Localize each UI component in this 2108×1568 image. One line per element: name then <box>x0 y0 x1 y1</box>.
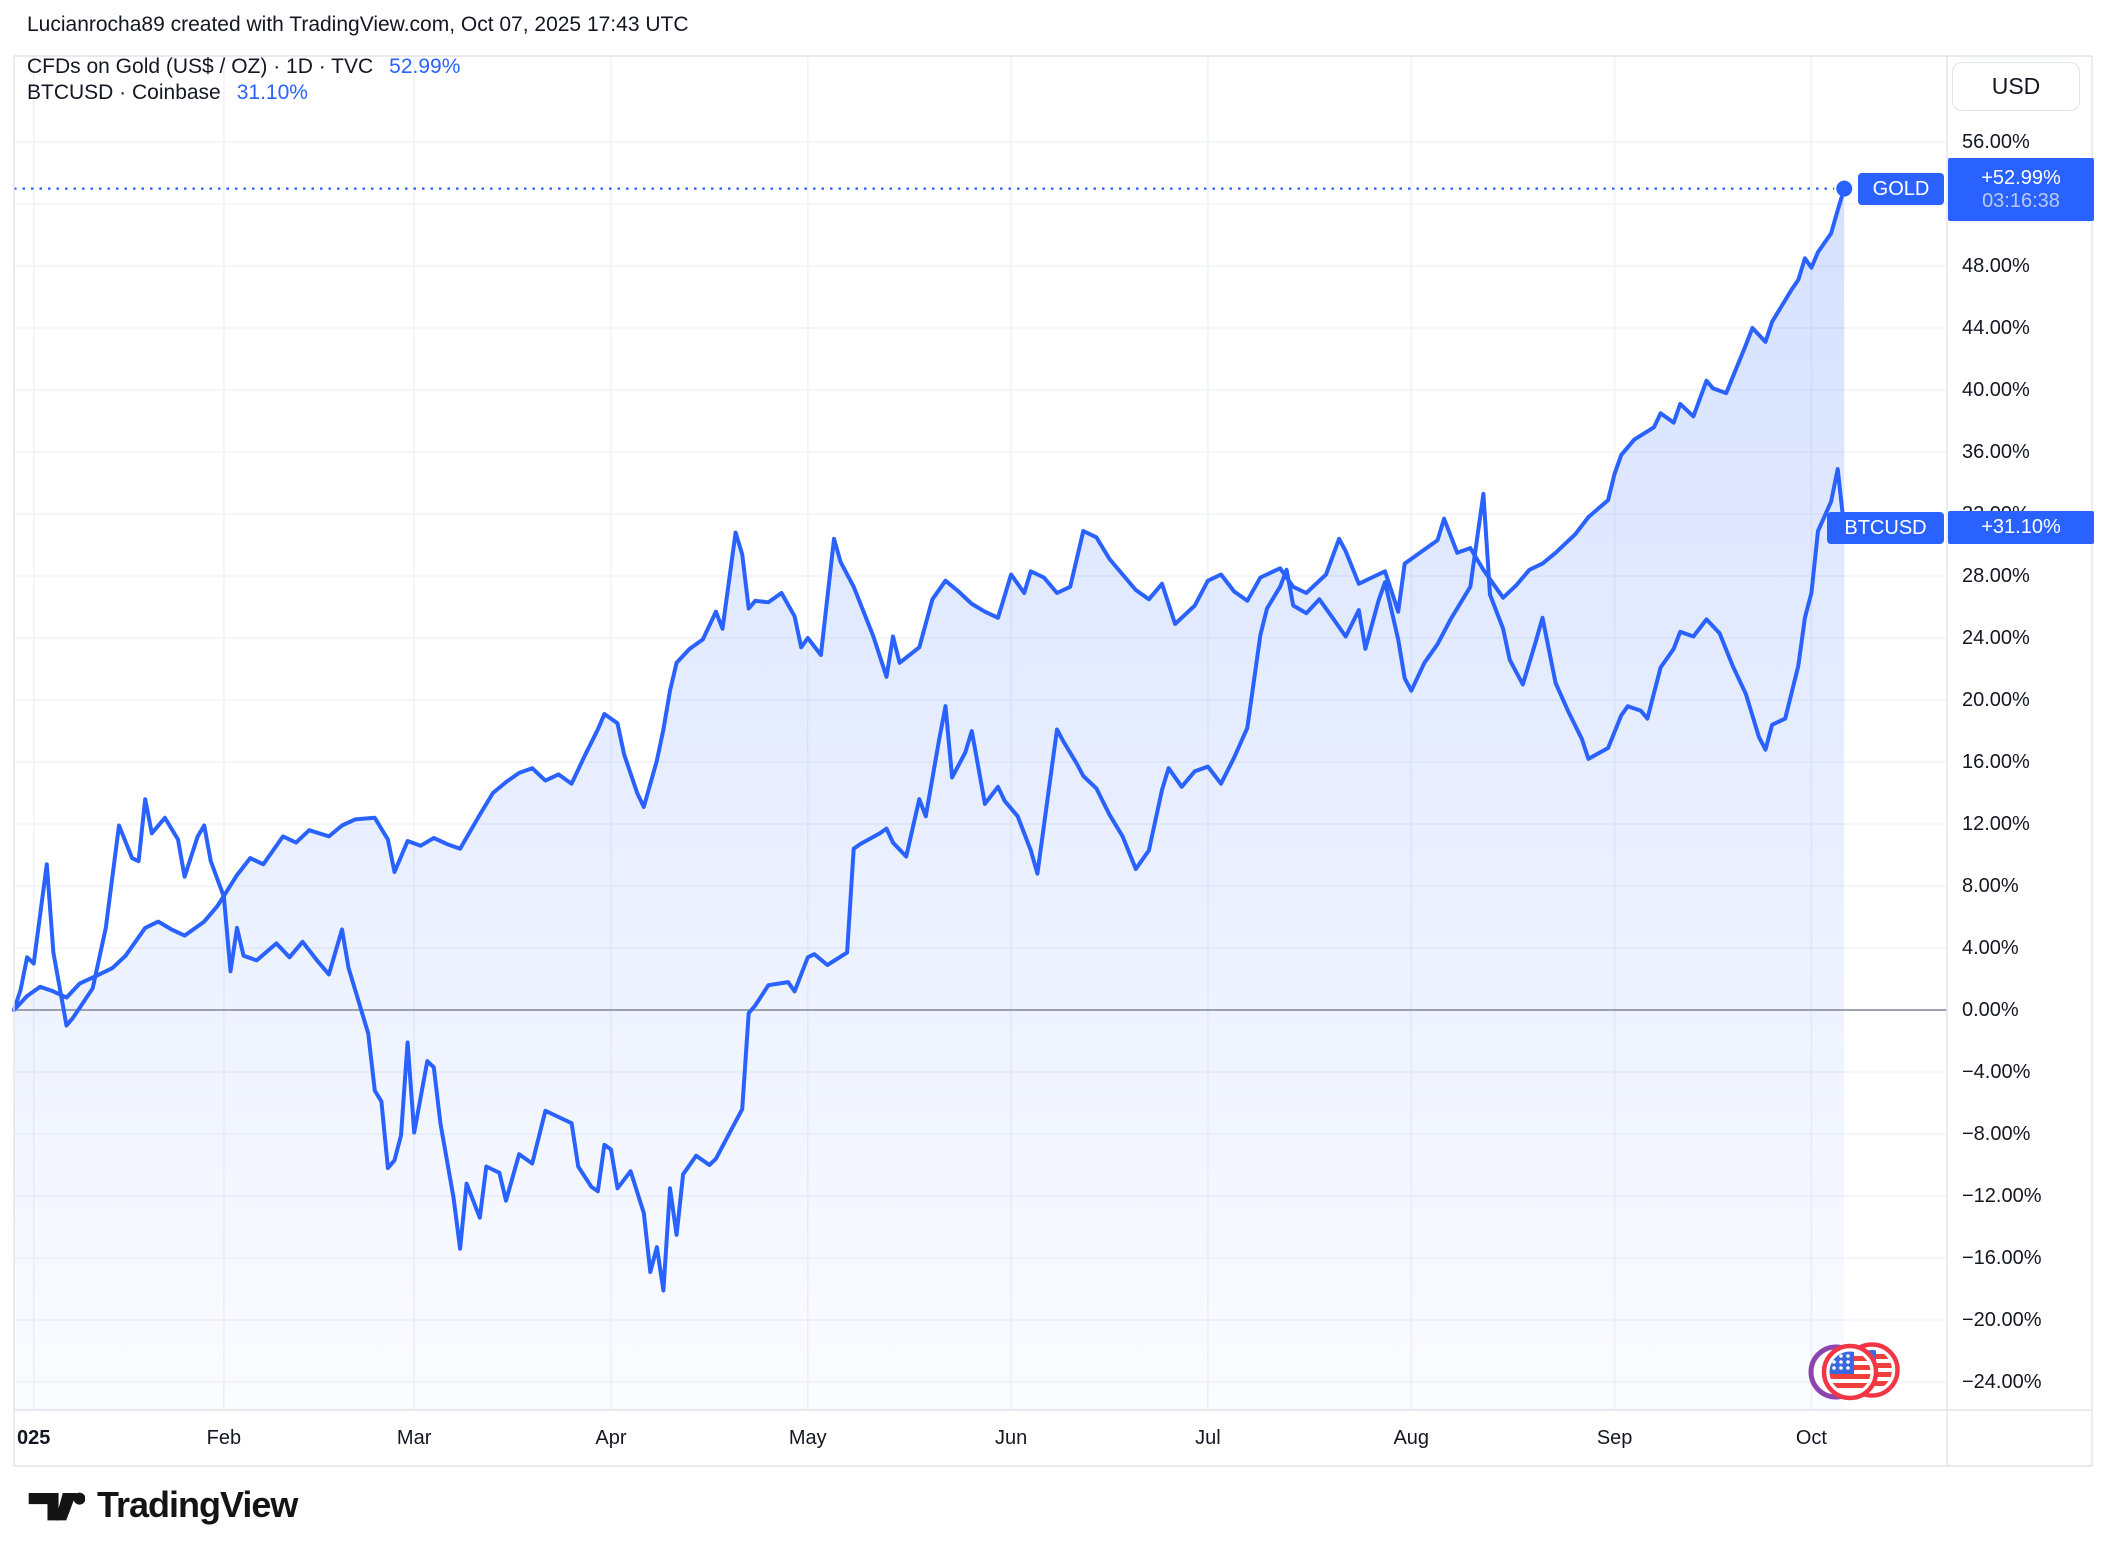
y-axis-label: 40.00% <box>1962 379 2030 401</box>
y-axis-label: −16.00% <box>1962 1247 2042 1269</box>
legend-row-gold[interactable]: CFDs on Gold (US$ / OZ) · 1D · TVC 52.99% <box>27 55 460 79</box>
x-axis-label: Jun <box>994 1427 1028 1449</box>
tradingview-logo[interactable]: TradingView <box>27 1484 298 1526</box>
gold-series-badge: GOLD <box>1858 173 1944 205</box>
btcusd-last-value: +31.10% <box>1981 516 2061 538</box>
attribution-text: Lucianrocha89 created with TradingView.c… <box>27 13 689 36</box>
y-axis-label: −12.00% <box>1962 1185 2042 1207</box>
gold-last-value: +52.99% <box>1981 166 2061 189</box>
y-axis-label: 0.00% <box>1962 999 2019 1021</box>
y-axis-label: 48.00% <box>1962 255 2030 277</box>
y-axis-label: −4.00% <box>1962 1061 2031 1083</box>
legend-symbol-btcusd: BTCUSD · Coinbase <box>27 81 221 104</box>
y-axis-label: 36.00% <box>1962 441 2030 463</box>
y-axis-label: 8.00% <box>1962 875 2019 897</box>
gold-bar-countdown: 03:16:38 <box>1982 189 2060 212</box>
gold-last-value-badge: +52.99% 03:16:38 <box>1948 158 2094 221</box>
btcusd-last-value-badge: +31.10% <box>1948 511 2094 544</box>
btcusd-series-line <box>12 467 1847 1293</box>
x-axis-label: 025 <box>16 1427 51 1449</box>
y-axis-label: −24.00% <box>1962 1371 2042 1393</box>
y-axis-label: 20.00% <box>1962 689 2030 711</box>
y-axis-label: −8.00% <box>1962 1123 2031 1145</box>
us-flag-icon <box>1821 1343 1879 1401</box>
x-axis-label: Jul <box>1195 1427 1221 1449</box>
x-axis-label: Mar <box>396 1427 432 1449</box>
y-axis-label: 12.00% <box>1962 813 2030 835</box>
x-axis-label: Apr <box>595 1427 627 1449</box>
x-axis-label: May <box>788 1427 827 1449</box>
x-axis-label: Oct <box>1795 1427 1827 1449</box>
x-axis-label: Feb <box>206 1427 242 1449</box>
legend-row-btcusd[interactable]: BTCUSD · Coinbase 31.10% <box>27 81 308 105</box>
tradingview-logo-text: TradingView <box>97 1484 298 1525</box>
instrument-flag-icons <box>1808 1342 1900 1401</box>
y-axis-label: 28.00% <box>1962 565 2030 587</box>
legend-symbol-gold: CFDs on Gold (US$ / OZ) · 1D · TVC <box>27 55 374 78</box>
gold-series-line <box>12 186 1847 1012</box>
y-axis-label: 44.00% <box>1962 317 2030 339</box>
y-axis-label: −20.00% <box>1962 1309 2042 1331</box>
y-axis-label: 24.00% <box>1962 627 2030 649</box>
y-axis-label: 16.00% <box>1962 751 2030 773</box>
currency-usd-button[interactable]: USD <box>1952 62 2080 111</box>
y-axis-label: 56.00% <box>1962 131 2030 153</box>
x-axis-label: Aug <box>1393 1427 1430 1449</box>
y-axis-label: 4.00% <box>1962 937 2019 959</box>
x-axis-label: Sep <box>1596 1427 1633 1449</box>
tradingview-logo-icon <box>28 1492 85 1521</box>
btcusd-series-badge: BTCUSD <box>1827 512 1944 544</box>
gold-end-dot <box>1836 180 1853 197</box>
legend-change-btcusd: 31.10% <box>236 81 308 104</box>
legend-change-gold: 52.99% <box>389 55 461 78</box>
